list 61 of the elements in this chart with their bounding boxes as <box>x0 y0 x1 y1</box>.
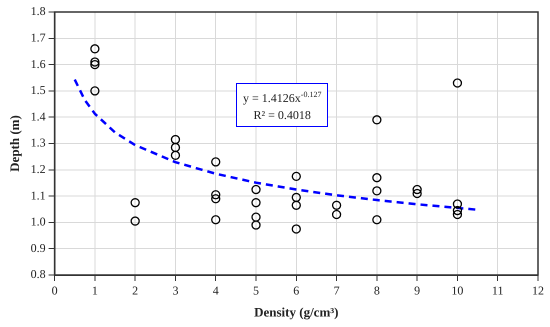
point <box>452 206 462 216</box>
point <box>452 199 462 209</box>
x-tick-label: 8 <box>374 283 380 298</box>
point <box>170 142 180 152</box>
point <box>412 188 422 198</box>
point <box>292 200 301 210</box>
annotation: R² = 0.4018 <box>252 107 312 124</box>
y-tick-label: 1.2 <box>30 162 46 176</box>
point <box>90 44 100 54</box>
point <box>452 210 462 220</box>
point <box>292 172 301 182</box>
x-axis-title: Density (g/cm³) <box>254 304 339 320</box>
x-tick-label: 2 <box>132 283 138 298</box>
point <box>130 216 140 226</box>
y-axis-title: Depth (m) <box>7 115 22 172</box>
point <box>90 60 100 70</box>
x-tick-label: 3 <box>172 283 178 298</box>
y-tick-label: 1.5 <box>30 83 46 98</box>
point <box>412 184 422 194</box>
point <box>211 157 220 167</box>
point <box>251 212 261 222</box>
point <box>292 224 301 234</box>
point <box>251 198 261 208</box>
point <box>90 86 100 96</box>
y-tick-label: 1.7 <box>30 30 46 44</box>
point <box>251 220 261 230</box>
point <box>372 115 382 124</box>
point <box>211 215 220 224</box>
point <box>332 200 342 210</box>
y-tick-label: 1.6 <box>30 56 46 71</box>
y-tick-label: 0.9 <box>30 240 46 255</box>
x-tick-label: 9 <box>414 283 420 298</box>
y-tick-label: 1.0 <box>30 214 46 229</box>
point <box>372 186 382 196</box>
point <box>292 192 301 202</box>
x-tick-label: 7 <box>334 283 340 298</box>
point <box>130 198 140 208</box>
x-tick-label: 4 <box>212 283 219 298</box>
point <box>170 134 180 144</box>
y-tick-label: 1.8 <box>30 4 46 18</box>
point <box>211 190 220 200</box>
y-tick-label: 0.8 <box>30 267 46 282</box>
point <box>170 150 180 160</box>
x-tick-label: 1 <box>92 283 98 298</box>
x-tick-label: 0 <box>52 283 58 298</box>
y-tick-label: 1.4 <box>30 109 46 124</box>
x-tick-label: 12 <box>532 283 544 298</box>
point <box>372 215 382 224</box>
point <box>211 194 220 204</box>
point <box>251 184 261 194</box>
point <box>372 173 382 182</box>
x-tick-label: 6 <box>293 283 300 298</box>
y-tick-label: 1.1 <box>30 188 46 202</box>
y-tick-label: 1.3 <box>30 136 46 150</box>
point <box>452 78 462 88</box>
x-tick-label: 5 <box>253 283 260 298</box>
annotation: y = 1.4126x$^{-0.127}$ <box>243 89 322 107</box>
x-tick-label: 11 <box>492 283 504 298</box>
x-tick-label: 10 <box>451 283 464 298</box>
point <box>90 57 100 67</box>
point <box>332 210 342 220</box>
